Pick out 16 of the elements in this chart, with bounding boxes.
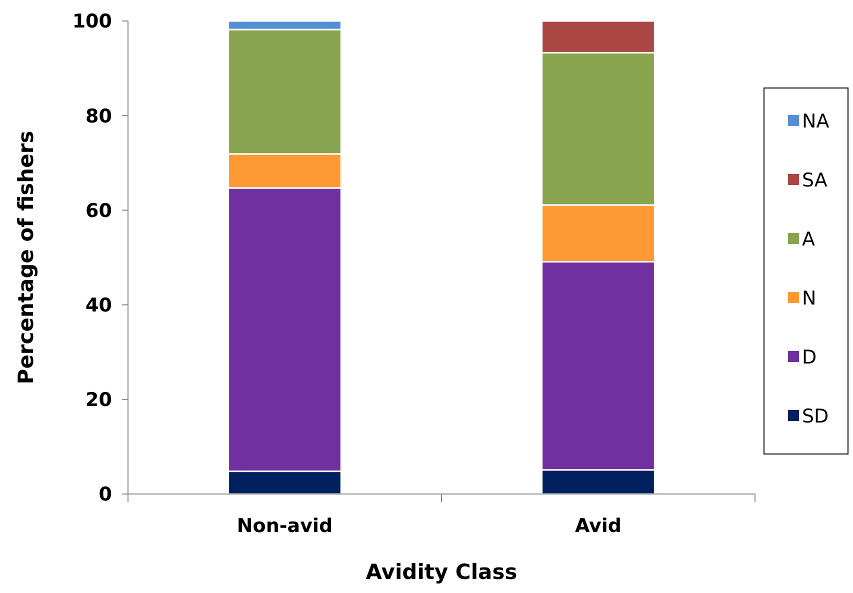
x-axis-title: Avidity Class	[366, 560, 518, 584]
y-tick-label: 0	[98, 484, 112, 506]
y-tick-label: 80	[86, 105, 112, 128]
y-tick-label: 60	[86, 200, 112, 222]
legend-label: D	[802, 346, 817, 369]
legend-label: N	[802, 288, 816, 310]
y-axis-title: Percentage of fishers	[14, 130, 38, 384]
y-tick-label: 100	[72, 10, 112, 33]
x-tick-label: Non-avid	[236, 515, 333, 537]
legend-label: SA	[802, 170, 828, 192]
y-tick-label: 20	[86, 389, 112, 412]
x-tick-label: Avid	[574, 515, 622, 537]
legend-label: NA	[802, 110, 830, 133]
legend-label: A	[802, 228, 815, 251]
y-tick-label: 40	[86, 294, 112, 316]
legend-label: SD	[802, 406, 829, 428]
